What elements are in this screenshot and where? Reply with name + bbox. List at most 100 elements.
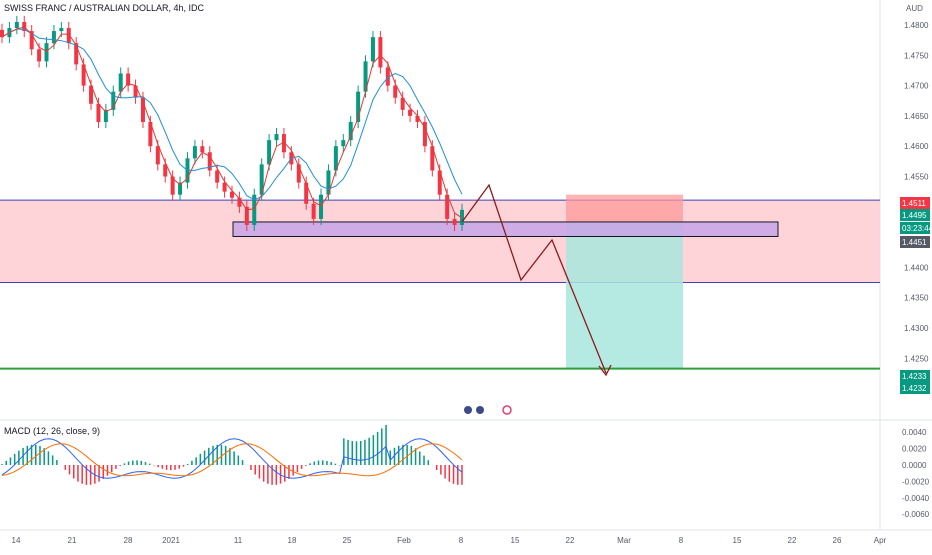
price-tick-label: 1.4700 bbox=[904, 82, 929, 91]
price-tick-label: 1.4800 bbox=[904, 21, 929, 30]
candle-body bbox=[126, 73, 131, 86]
macd-tick-label: 0.0020 bbox=[902, 445, 927, 454]
candle-body bbox=[103, 109, 108, 122]
price-tag-label: 1.4232 bbox=[902, 384, 927, 393]
candle-body bbox=[215, 170, 220, 183]
price-tick-label: 1.4650 bbox=[904, 112, 929, 121]
time-tick-label: 25 bbox=[343, 536, 352, 545]
candle-body bbox=[222, 182, 227, 192]
candle-body bbox=[155, 146, 160, 165]
time-tick-label: Feb bbox=[397, 536, 411, 545]
time-tick-label: 22 bbox=[788, 536, 797, 545]
candle-body bbox=[44, 43, 49, 62]
support-box[interactable] bbox=[232, 221, 779, 237]
time-tick-label: 8 bbox=[459, 536, 464, 545]
time-tick-label: Mar bbox=[617, 536, 631, 545]
candle-body bbox=[281, 134, 286, 153]
price-tag-label: 1.4511 bbox=[902, 199, 926, 208]
candle-body bbox=[393, 85, 398, 98]
price-tick-label: 1.4350 bbox=[904, 294, 929, 303]
candle-body bbox=[319, 194, 324, 219]
candle-body bbox=[415, 115, 420, 122]
candle-body bbox=[244, 206, 249, 225]
candle-body bbox=[311, 203, 316, 219]
price-scale-panel[interactable] bbox=[880, 0, 932, 550]
candle-body bbox=[170, 176, 175, 195]
candle-body bbox=[437, 170, 442, 195]
candle-body bbox=[51, 31, 56, 44]
candle-body bbox=[178, 182, 183, 195]
price-tag bbox=[900, 222, 930, 234]
candle-body bbox=[385, 67, 390, 86]
candle-body bbox=[140, 97, 145, 122]
macd-tick-label: -0.0020 bbox=[902, 477, 930, 486]
price-tick-label: 1.4250 bbox=[904, 354, 929, 363]
candle-body bbox=[370, 37, 375, 62]
candle-body bbox=[37, 49, 42, 62]
price-axis: 1.4800 1.4750 1.4700 1.4650 1.4600 1.4550 1.44… bbox=[904, 21, 929, 394]
price-tag bbox=[900, 382, 930, 394]
candle-body bbox=[74, 43, 79, 65]
price-tick-label: 1.4300 bbox=[904, 324, 929, 333]
candle-body bbox=[0, 29, 4, 38]
candle-body bbox=[230, 191, 234, 198]
candle-body bbox=[333, 146, 338, 171]
projection-arrowhead bbox=[598, 364, 612, 377]
price-tag bbox=[900, 197, 930, 209]
short-target-box[interactable] bbox=[566, 221, 683, 369]
macd-tick-label: 0.0000 bbox=[902, 461, 927, 470]
event-icon[interactable] bbox=[502, 405, 512, 415]
short-stop-box[interactable] bbox=[566, 194, 683, 222]
time-axis[interactable]: 14 21 28 2021 11 18 25 Feb 8 15 22 Mar 8 15 22 26 Apr bbox=[12, 536, 887, 545]
candle-body bbox=[148, 121, 153, 147]
price-tag bbox=[900, 236, 930, 248]
candle-body bbox=[267, 140, 272, 165]
candle-body bbox=[89, 85, 94, 104]
symbol-title: SWISS FRANC / AUSTRALIAN DOLLAR, 4h, IDC bbox=[4, 3, 205, 13]
candle-body bbox=[363, 61, 368, 92]
projection-path[interactable] bbox=[461, 183, 607, 374]
candle-body bbox=[59, 28, 64, 32]
candle-body bbox=[133, 85, 138, 98]
candle-body bbox=[408, 109, 413, 116]
moving-averages-layer bbox=[1, 26, 463, 219]
candle-body bbox=[452, 218, 457, 225]
macd-tick-label: -0.0040 bbox=[902, 494, 930, 503]
candle-body bbox=[163, 164, 168, 177]
macd-line bbox=[1, 438, 463, 479]
candle-body bbox=[326, 170, 331, 195]
time-tick-label: 15 bbox=[733, 536, 742, 545]
candle-body bbox=[445, 194, 450, 219]
candle-body bbox=[259, 164, 264, 195]
event-icon[interactable] bbox=[476, 406, 484, 414]
candle-body bbox=[422, 121, 427, 147]
candle-body bbox=[14, 21, 19, 29]
candle-body bbox=[111, 91, 116, 110]
candle-body bbox=[207, 152, 212, 171]
candle-body bbox=[400, 97, 405, 110]
candle-body bbox=[274, 134, 279, 141]
price-tag bbox=[900, 370, 930, 382]
time-tick-label: 18 bbox=[288, 536, 297, 545]
candle-body bbox=[356, 91, 361, 122]
time-tick-label: 8 bbox=[679, 536, 684, 545]
signal-line bbox=[1, 443, 463, 477]
annotations-layer bbox=[461, 183, 612, 377]
price-tick-label: 1.4600 bbox=[904, 142, 929, 151]
time-tick-label: Apr bbox=[874, 536, 887, 545]
candle-body bbox=[378, 37, 383, 68]
time-tick-label: 2021 bbox=[162, 536, 180, 545]
event-icon[interactable] bbox=[464, 406, 472, 414]
candle-body bbox=[348, 121, 353, 141]
candle-body bbox=[304, 182, 309, 204]
time-tick-label: 28 bbox=[124, 536, 133, 545]
macd-pane: 0.0040 0.0020 0.0000 -0.0020 -0.0040 -0.0060 bbox=[1, 424, 930, 519]
macd-label: MACD (12, 26, close, 9) bbox=[4, 426, 100, 436]
price-tick-label: 1.4550 bbox=[904, 173, 929, 182]
resistance-zone bbox=[0, 200, 880, 283]
candle-body bbox=[252, 194, 257, 225]
macd-tick-label: 0.0040 bbox=[902, 428, 927, 437]
candle-body bbox=[237, 197, 242, 207]
moving-average-slow bbox=[1, 26, 463, 219]
